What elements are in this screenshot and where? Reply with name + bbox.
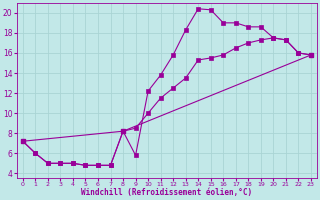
X-axis label: Windchill (Refroidissement éolien,°C): Windchill (Refroidissement éolien,°C) xyxy=(81,188,252,197)
